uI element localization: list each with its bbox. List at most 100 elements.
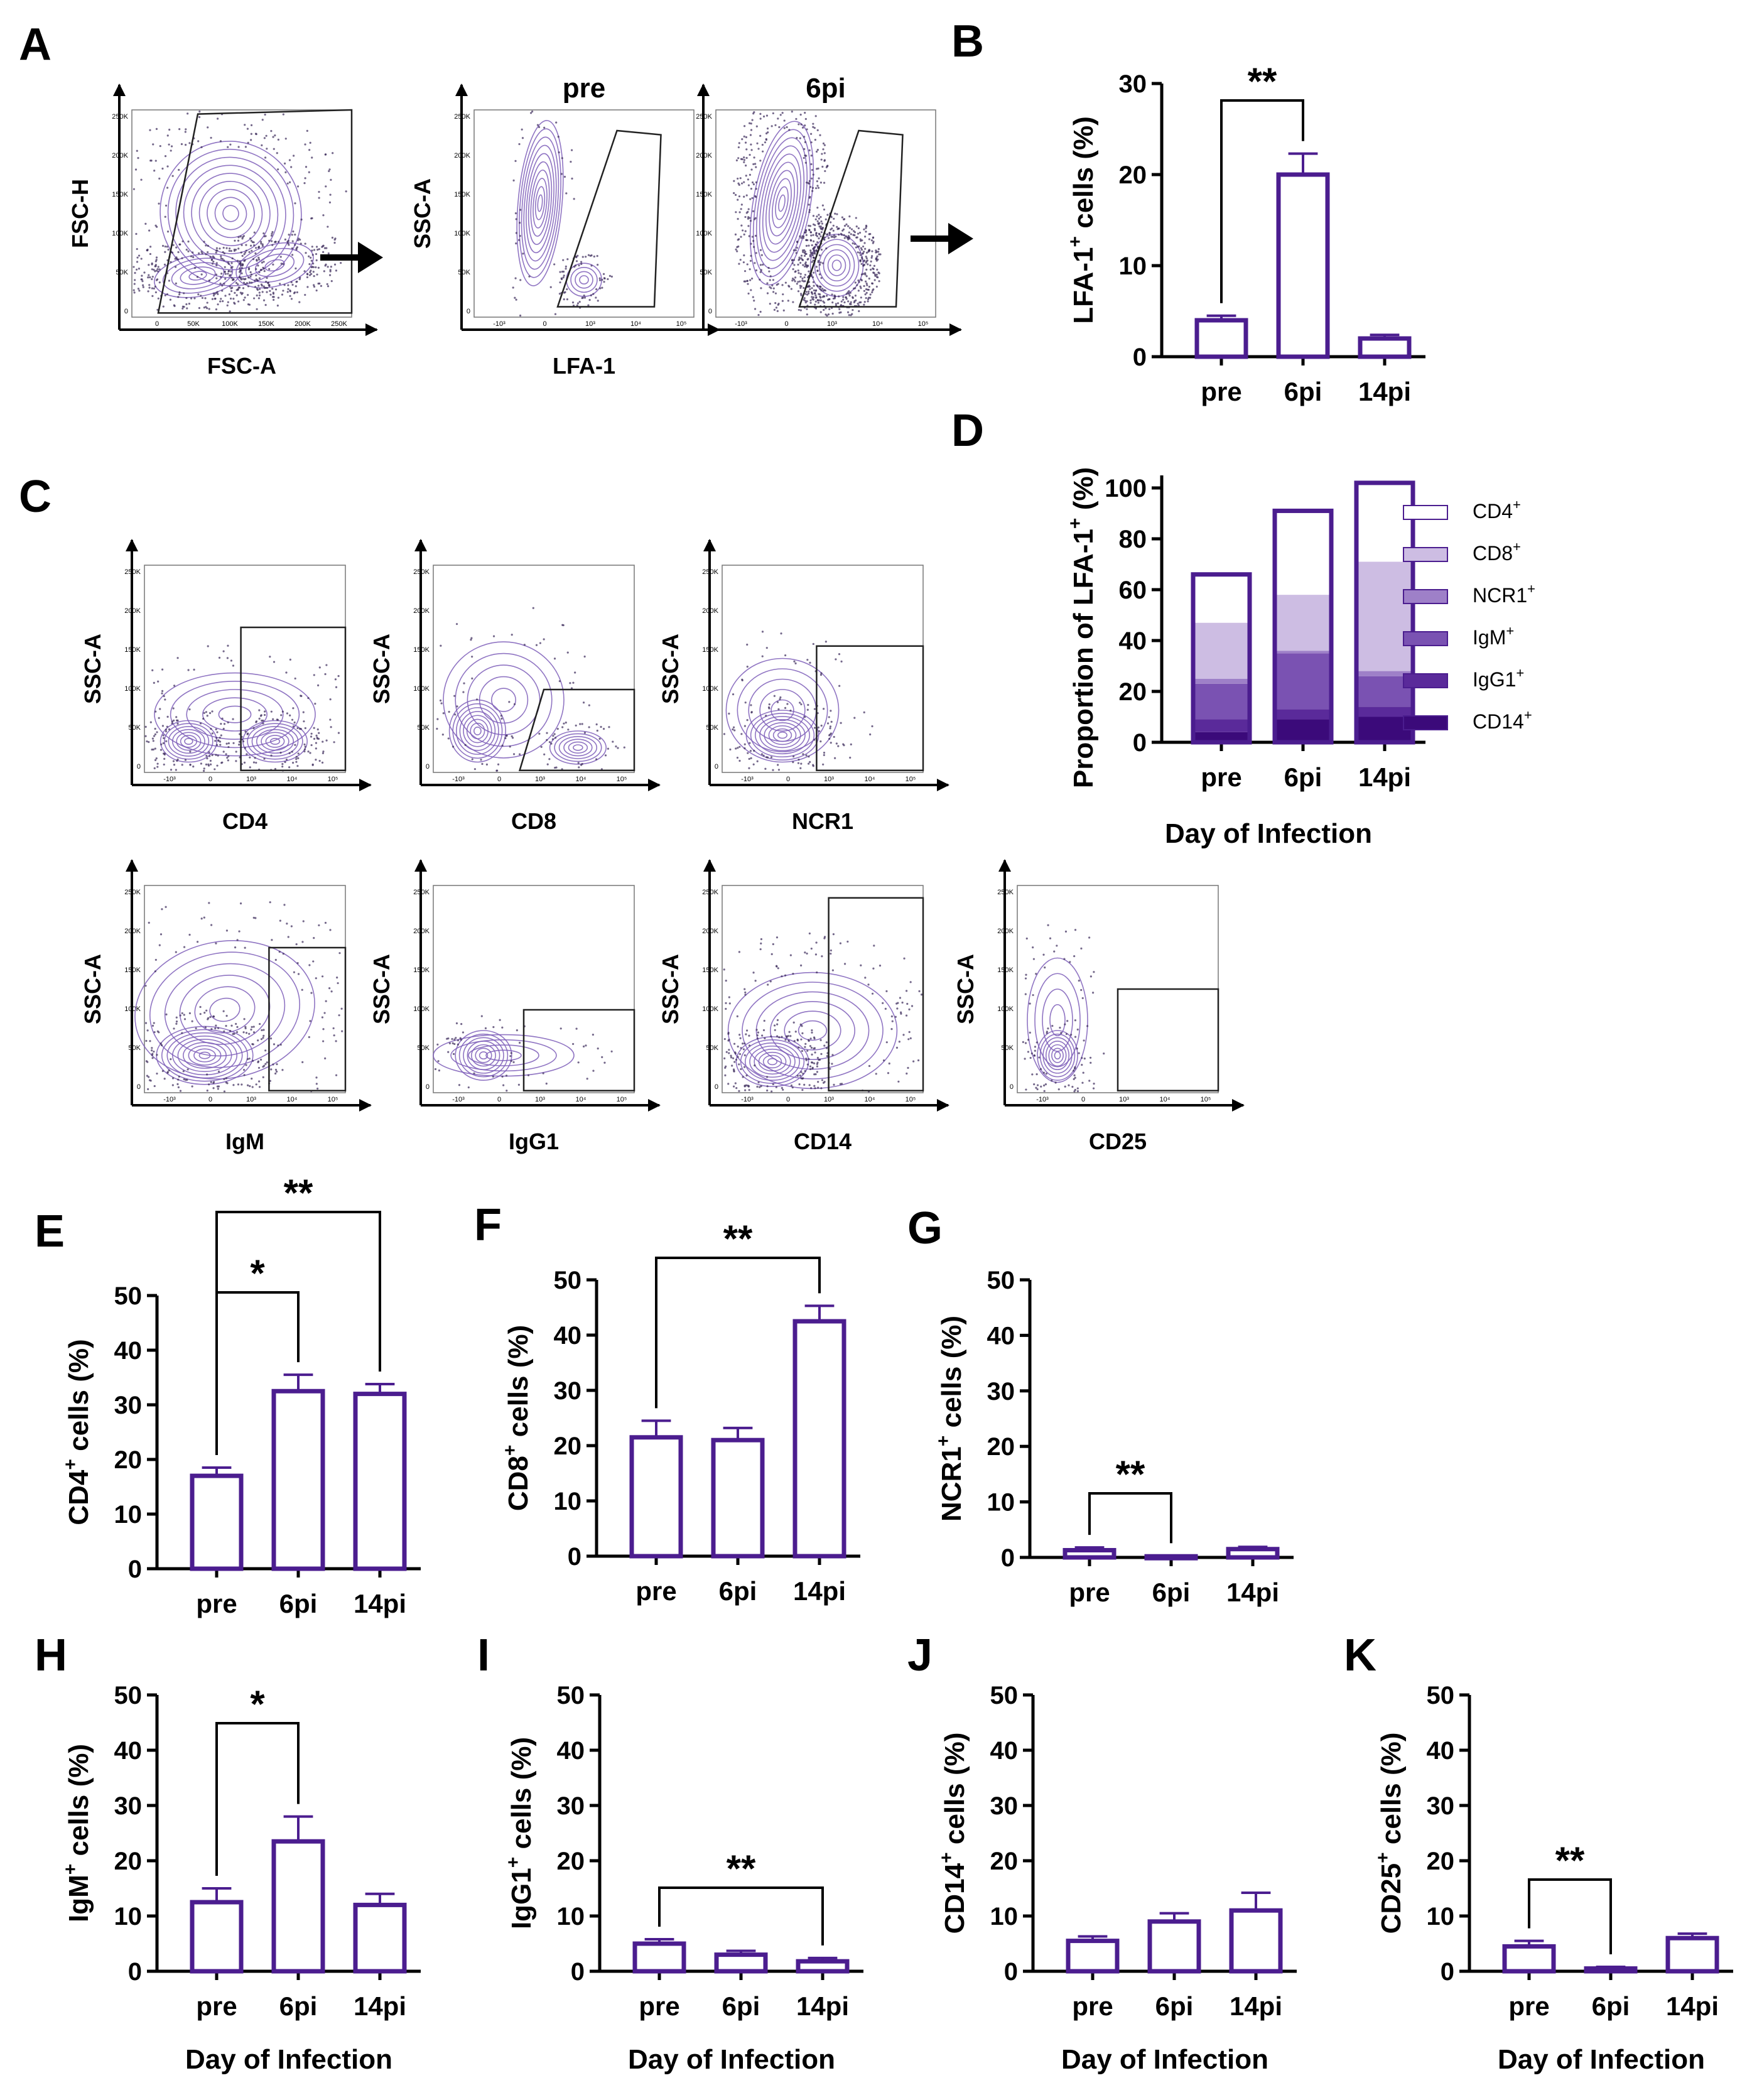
- event-dot: [826, 233, 829, 235]
- event-dot: [831, 969, 834, 972]
- flow-x-tick-label: -10³: [741, 776, 754, 783]
- event-dot: [868, 285, 871, 288]
- event-dot: [586, 1078, 588, 1080]
- y-axis-label: CD8+ cells (%): [500, 1325, 534, 1511]
- flow-y-tick-label: 50K: [700, 269, 712, 276]
- flow-frame: [473, 109, 695, 318]
- event-dot: [855, 246, 857, 249]
- event-dot: [557, 136, 560, 138]
- event-dot: [805, 234, 808, 236]
- event-dot: [318, 732, 320, 734]
- event-dot: [823, 144, 826, 146]
- event-dot: [440, 644, 442, 647]
- event-dot: [436, 718, 439, 720]
- event-dot: [819, 299, 823, 302]
- event-dot: [1064, 930, 1068, 933]
- gate-polygon: [828, 897, 924, 1091]
- event-dot: [226, 757, 229, 759]
- flow-x-tick-label: -10³: [163, 776, 176, 783]
- event-dot: [917, 1059, 920, 1062]
- x-tick-label: 14pi: [354, 1991, 406, 2021]
- event-dot: [132, 266, 135, 268]
- event-dot: [269, 293, 272, 296]
- event-dot: [833, 1083, 835, 1086]
- event-dot: [827, 313, 830, 316]
- contour-line: [171, 262, 225, 290]
- event-dot: [300, 242, 302, 245]
- event-dot: [558, 680, 561, 683]
- event-dot: [843, 237, 846, 239]
- event-dot: [793, 1040, 796, 1042]
- event-dot: [912, 1060, 915, 1063]
- event-dot: [538, 126, 541, 128]
- event-dot: [307, 696, 310, 700]
- event-dot: [809, 195, 811, 198]
- event-dot: [583, 732, 587, 734]
- event-dot: [769, 980, 772, 983]
- panel-letter-f: F: [474, 1200, 502, 1250]
- event-dot: [813, 1047, 815, 1050]
- event-dot: [1034, 1046, 1037, 1048]
- event-dot: [821, 262, 825, 264]
- event-dot: [463, 682, 465, 685]
- event-dot: [832, 933, 835, 936]
- event-dot: [1074, 1067, 1076, 1070]
- event-dot: [755, 125, 758, 127]
- event-dot: [329, 718, 332, 721]
- event-dot: [846, 940, 849, 943]
- event-dot: [283, 904, 286, 906]
- event-dot: [822, 708, 825, 710]
- event-dot: [875, 276, 879, 278]
- legend-label-superscript: +: [1516, 665, 1524, 681]
- event-dot: [565, 265, 567, 268]
- event-dot: [566, 288, 568, 291]
- event-dot: [909, 981, 912, 983]
- event-dot: [171, 1084, 174, 1086]
- event-dot: [241, 264, 244, 267]
- event-dot: [867, 251, 870, 253]
- event-dot: [574, 671, 576, 674]
- legend-label-name: IgG1: [1473, 668, 1516, 691]
- event-dot: [744, 1089, 747, 1091]
- event-dot: [155, 127, 158, 131]
- event-dot: [748, 1044, 751, 1047]
- event-dot: [522, 252, 524, 255]
- event-dot: [220, 734, 222, 737]
- event-dot: [215, 1024, 217, 1027]
- event-dot: [598, 277, 601, 279]
- event-dot: [562, 271, 565, 273]
- event-dot: [827, 237, 830, 239]
- flow-y-tick-label: 150K: [696, 191, 712, 198]
- event-dot: [227, 273, 229, 275]
- event-dot: [774, 301, 777, 305]
- event-dot: [199, 1013, 202, 1015]
- event-dot: [867, 298, 870, 301]
- event-dot: [766, 282, 769, 284]
- flow-x-tick-label: 10⁵: [918, 320, 929, 328]
- legend-label: CD4+: [1473, 497, 1521, 522]
- event-dot: [806, 266, 808, 268]
- flow-x-tick-label: 0: [497, 1096, 501, 1103]
- event-dot: [215, 744, 219, 746]
- contour-line: [762, 1054, 782, 1069]
- flow-x-tick-label: -10³: [741, 1096, 754, 1103]
- stack-segment-cd14: [1193, 732, 1250, 742]
- flow-y-tick-label: 100K: [124, 1005, 141, 1013]
- event-dot: [154, 285, 156, 288]
- event-dot: [765, 1076, 769, 1078]
- event-dot: [313, 727, 315, 729]
- event-dot: [276, 152, 278, 154]
- event-dot: [249, 275, 252, 278]
- event-dot: [829, 725, 832, 728]
- event-dot: [210, 924, 213, 926]
- event-dot: [762, 263, 764, 266]
- event-dot: [746, 719, 749, 722]
- flow-title: 6pi: [806, 73, 846, 104]
- contour-line: [156, 1026, 254, 1085]
- event-dot: [151, 268, 153, 271]
- event-dot: [459, 1037, 462, 1039]
- contour-line: [171, 728, 205, 754]
- event-dot: [804, 112, 806, 114]
- contour-line: [455, 652, 553, 747]
- event-dot: [845, 293, 848, 295]
